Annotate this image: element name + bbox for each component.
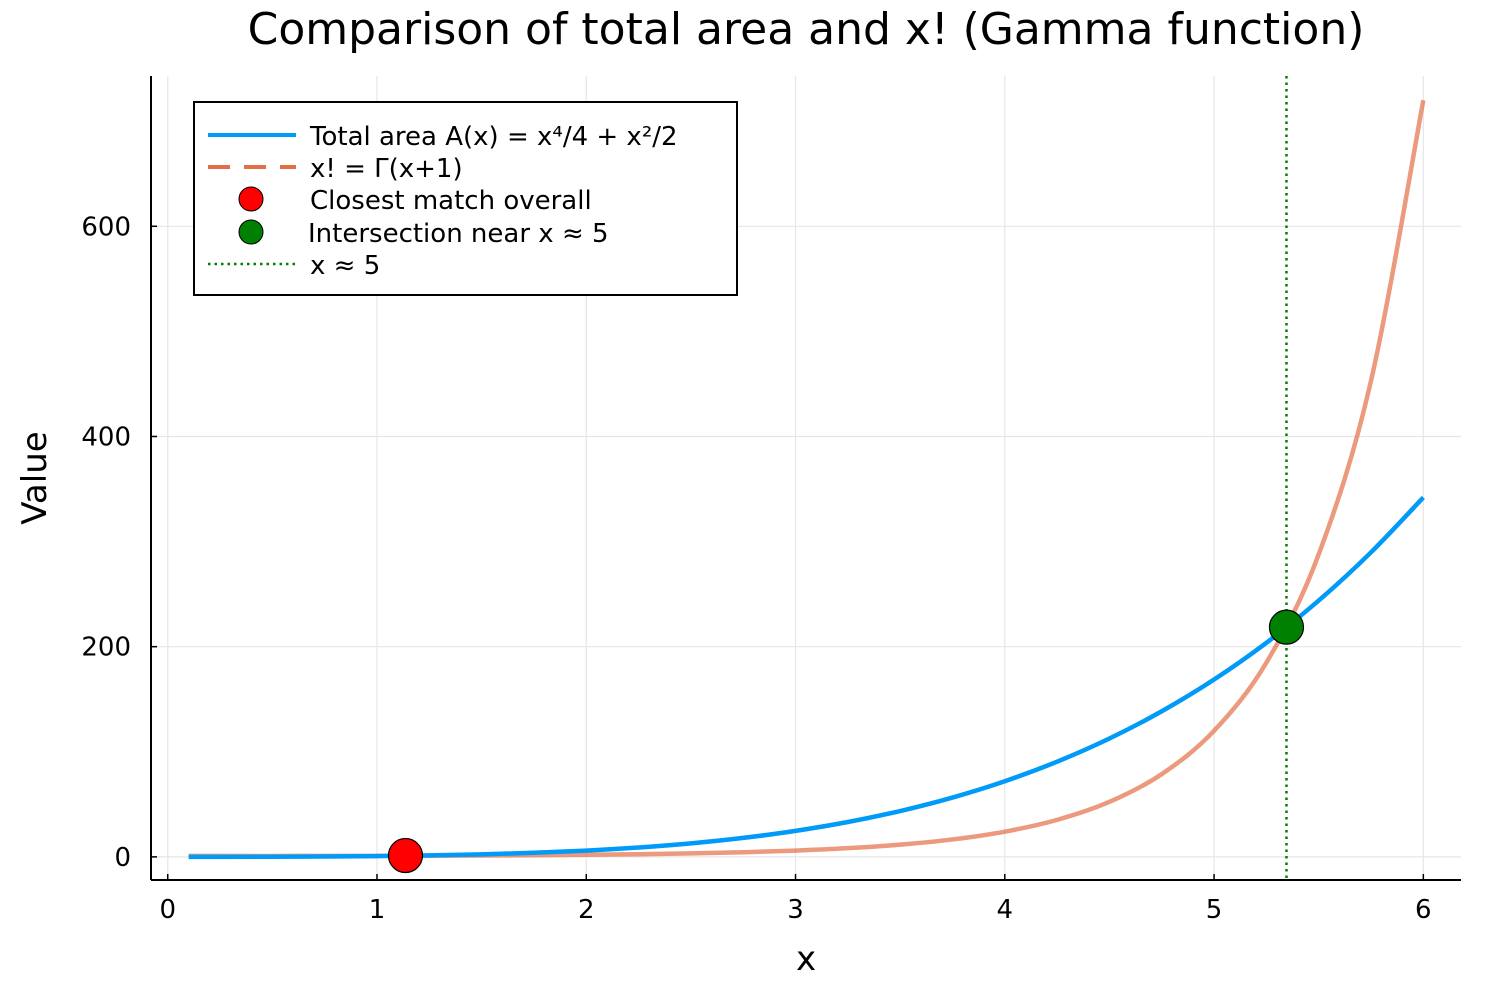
point-intersection [1268, 609, 1305, 645]
legend-label-vline: x ≈ 5 [310, 251, 380, 281]
point-closest-match [387, 837, 424, 874]
x-tick-label: 5 [1206, 895, 1223, 925]
legend-marker-intersection [238, 219, 264, 245]
y-tick-label: 600 [81, 212, 131, 242]
series-line-area [188, 495, 1425, 860]
ticks: 0 1 2 3 4 5 6 0 200 400 600 [81, 212, 1431, 925]
y-tick-label: 400 [81, 422, 131, 452]
legend-label-area: Total area A(x) = x⁴/4 + x²/2 [309, 122, 678, 152]
x-tick-label: 2 [578, 895, 595, 925]
legend-label-gamma: x! = Γ(x+1) [310, 154, 463, 184]
x-tick-label: 4 [997, 895, 1014, 925]
legend-marker-closest [238, 186, 264, 212]
x-tick-label: 6 [1415, 895, 1432, 925]
x-axis-label: x [796, 939, 816, 979]
legend-label-intersection: Intersection near x ≈ 5 [308, 219, 609, 249]
y-tick-label: 200 [81, 633, 131, 663]
chart-title: Comparison of total area and x! (Gamma f… [248, 4, 1365, 55]
y-axis-label: Value [15, 431, 55, 524]
x-tick-label: 0 [159, 895, 176, 925]
y-tick-label: 0 [114, 843, 131, 873]
legend: Total area A(x) = x⁴/4 + x²/2 x! = Γ(x+1… [193, 101, 738, 296]
series-layer [188, 76, 1426, 880]
x-tick-label: 1 [369, 895, 386, 925]
legend-label-closest: Closest match overall [310, 186, 592, 216]
x-tick-label: 3 [787, 895, 804, 925]
